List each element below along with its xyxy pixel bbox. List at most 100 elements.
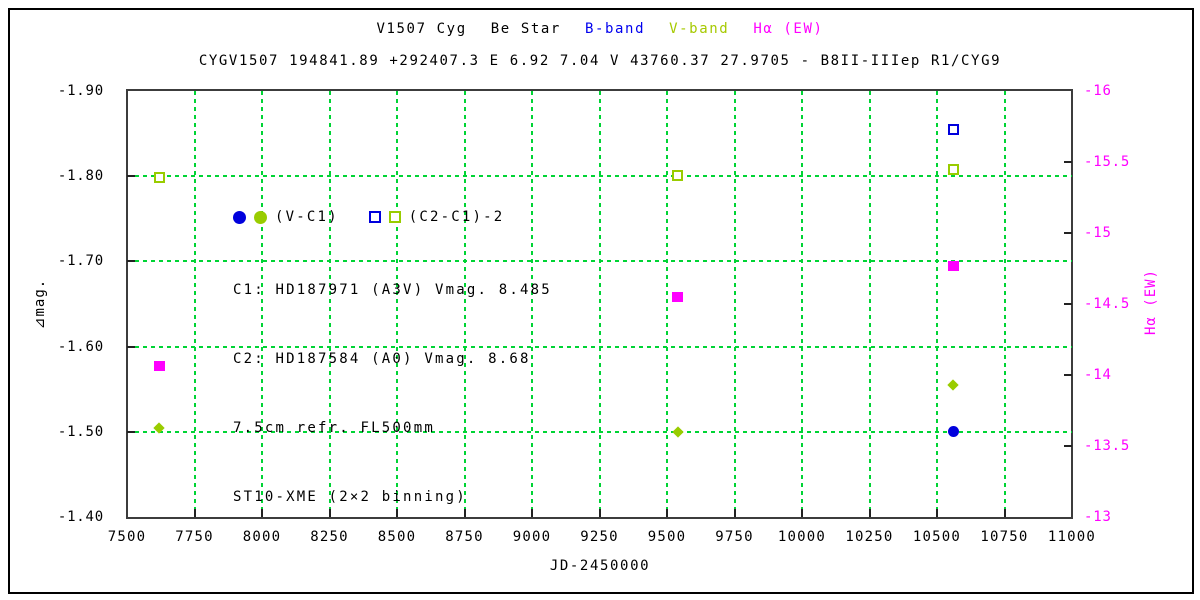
vertical-gridline [261, 91, 263, 517]
x-axis-tick [666, 509, 668, 517]
y-axis-tick-right [1064, 374, 1072, 376]
y-axis-tick-right [1064, 445, 1072, 447]
y-tick-label-left: -1.50 [57, 423, 104, 440]
y-axis-tick-right [1064, 232, 1072, 234]
x-tick-label: 8750 [445, 529, 484, 545]
x-tick-label: 7750 [175, 529, 214, 545]
v-check-point [947, 163, 959, 175]
b-band-point [947, 426, 959, 438]
legend-note-c2: C2: HD187584 (A0) Vmag. 8.68 [233, 351, 531, 367]
vertical-gridline [463, 91, 466, 517]
legend-b-circle-icon [233, 210, 246, 224]
legend-b-open-square-icon [368, 211, 381, 223]
title-v-band: V-band [669, 21, 730, 37]
x-tick-label: 7500 [107, 529, 147, 545]
x-tick-label: 10000 [777, 529, 827, 545]
horizontal-gridline [127, 430, 1072, 433]
y-axis-title-left: ⊿mag. [32, 278, 48, 330]
x-tick-label: 9250 [580, 529, 619, 545]
x-tick-label: 8500 [377, 529, 417, 545]
x-axis-tick [801, 509, 803, 517]
x-tick-label: 8250 [310, 529, 349, 545]
legend-note-c1: C1: HD187971 (A3V) Vmag. 8.485 [233, 282, 552, 298]
x-axis-tick [193, 509, 196, 517]
x-tick-label: 9500 [647, 529, 687, 545]
y-axis-tick-left [127, 345, 135, 348]
vertical-gridline [733, 91, 736, 517]
vertical-gridline [868, 91, 871, 517]
x-axis-title: JD-2450000 [549, 558, 651, 574]
y-axis-tick-right [1064, 161, 1072, 163]
y-tick-label-right: -14 [1084, 367, 1112, 383]
x-axis-tick [868, 509, 871, 517]
x-tick-label: 10500 [912, 529, 962, 545]
y-axis-title-right: Hα (EW) [1143, 269, 1159, 336]
x-axis-tick [463, 509, 466, 517]
x-axis-tick [328, 509, 331, 517]
x-axis-tick [261, 509, 263, 517]
legend-label-vc1: (V-C1) [275, 209, 339, 225]
x-axis-tick [396, 509, 398, 517]
x-tick-label: 8000 [242, 529, 282, 545]
v-check-point [672, 169, 684, 181]
legend-label-c2c1: (C2-C1)-2 [408, 209, 505, 225]
y-tick-label-right: -13 [1084, 509, 1112, 525]
plot-area-border [126, 89, 1073, 519]
y-axis-tick-right [1064, 303, 1072, 305]
horizontal-gridline [127, 175, 1072, 178]
legend-v-circle-icon [254, 210, 267, 224]
v-check-point [153, 172, 165, 184]
vertical-gridline [193, 91, 196, 517]
title-b-band: B-band [584, 21, 646, 37]
chart-subtitle: CYGV1507 194841.89 +292407.3 E 6.92 7.04… [198, 53, 1002, 69]
vertical-gridline [328, 91, 331, 517]
x-axis-tick [531, 509, 533, 517]
halpha-ew-point [672, 291, 684, 302]
legend-v-open-square-icon [388, 211, 401, 223]
y-tick-label-right: -16 [1084, 83, 1112, 99]
horizontal-gridline [127, 345, 1072, 348]
horizontal-gridline [127, 260, 1072, 263]
y-tick-label-right: -15 [1084, 225, 1112, 241]
y-axis-tick-left [127, 175, 135, 178]
legend-notes: C1: HD187971 (A3V) Vmag. 8.485 C2: HD187… [233, 233, 552, 555]
x-tick-label: 11000 [1047, 529, 1097, 545]
y-axis-tick-left [127, 430, 135, 433]
x-axis-tick [733, 509, 736, 517]
title-star-name: V1507 Cyg [376, 21, 467, 37]
y-tick-label-left: -1.80 [57, 168, 104, 185]
x-tick-label: 10750 [980, 529, 1029, 545]
legend-note-camera: ST10-XME (2×2 binning) [233, 489, 467, 505]
vertical-gridline [396, 91, 398, 517]
halpha-ew-point [947, 260, 959, 271]
outer-border [8, 8, 1194, 594]
y-axis-tick-left [127, 260, 135, 263]
legend-note-telescope: 7.5cm refr. FL500mm [233, 420, 435, 436]
y-tick-label-right: -15.5 [1084, 154, 1131, 170]
x-tick-label: 9750 [715, 529, 754, 545]
legend-marker-row: (V-C1) (C2-C1)-2 [233, 209, 552, 225]
vertical-gridline [531, 91, 533, 517]
x-tick-label: 9000 [512, 529, 552, 545]
b-check-point [947, 123, 959, 135]
vertical-gridline [666, 91, 668, 517]
y-tick-label-left: -1.90 [57, 83, 104, 99]
y-tick-label-left: -1.70 [57, 253, 104, 270]
y-tick-label-left: -1.40 [57, 509, 104, 525]
y-tick-label-right: -14.5 [1084, 296, 1131, 312]
halpha-ew-point [153, 361, 165, 372]
title-star-type: Be Star [490, 21, 561, 37]
y-tick-label-right: -13.5 [1084, 438, 1131, 454]
vertical-gridline [598, 91, 601, 517]
x-tick-label: 10250 [845, 529, 894, 545]
vertical-gridline [801, 91, 803, 517]
vertical-gridline [936, 91, 938, 517]
vertical-gridline [1003, 91, 1006, 517]
x-axis-tick [598, 509, 601, 517]
chart-title: V1507 Cyg Be Star B-band V-band Hα (EW) [0, 21, 1200, 37]
x-axis-tick [1003, 509, 1006, 517]
title-halpha: Hα (EW) [753, 21, 824, 37]
legend: (V-C1) (C2-C1)-2 C1: HD187971 (A3V) Vmag… [233, 209, 552, 555]
y-tick-label-left: -1.60 [57, 338, 104, 355]
